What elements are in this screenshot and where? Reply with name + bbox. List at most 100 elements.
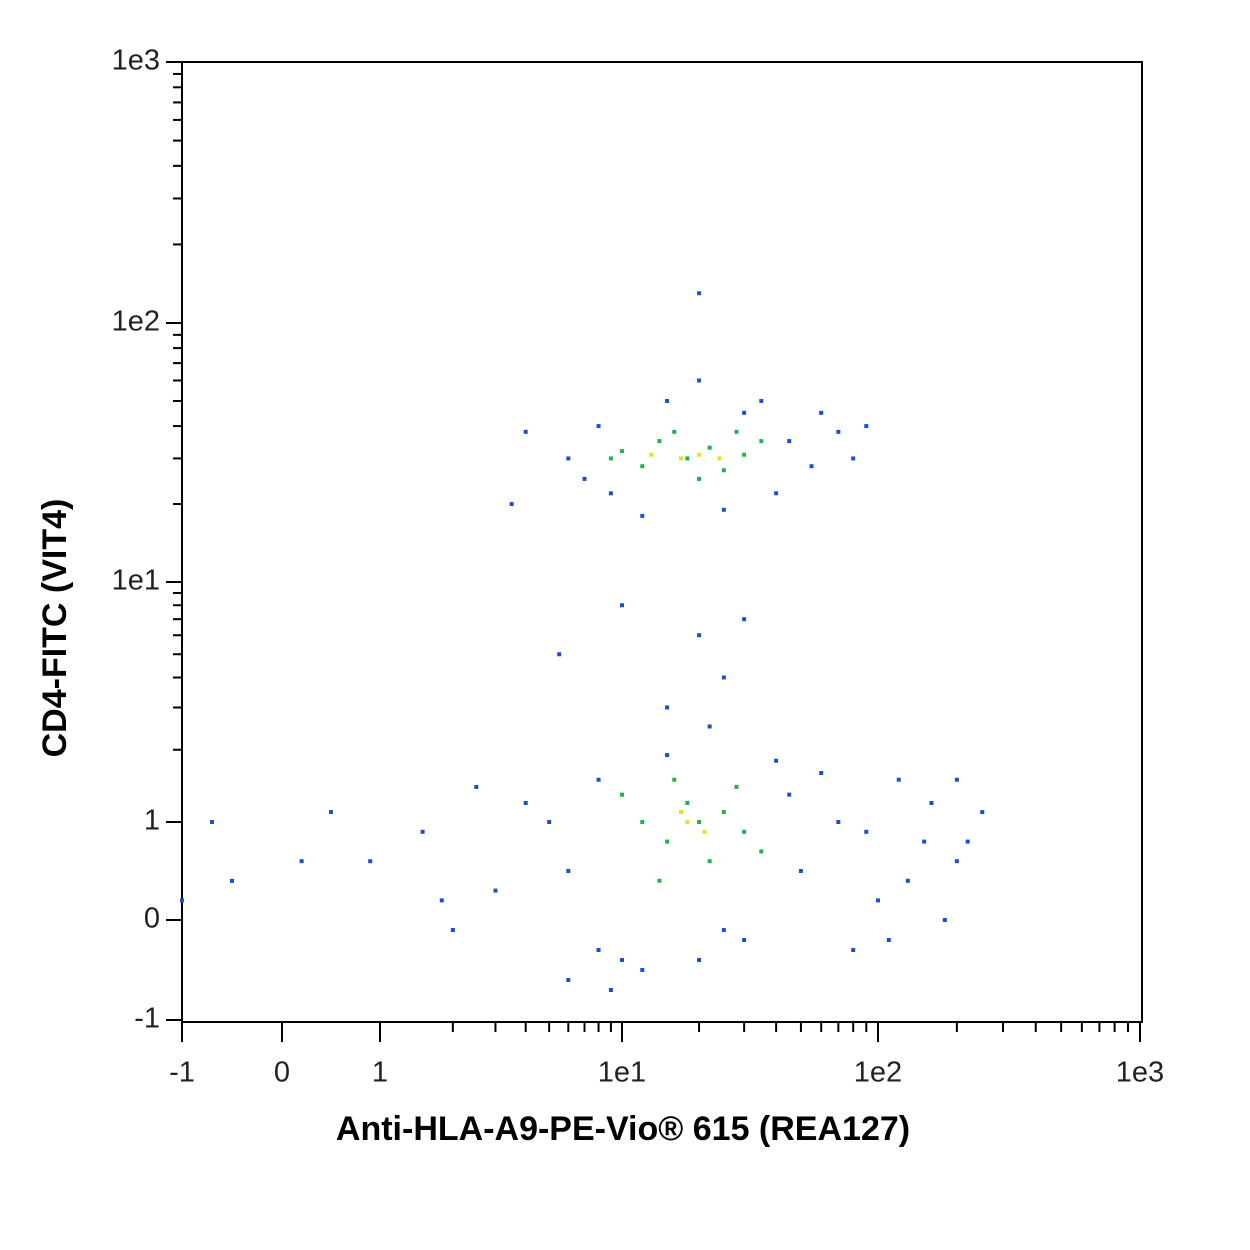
point bbox=[657, 439, 662, 444]
point bbox=[620, 449, 624, 454]
y-axis-title: CD4-FITC (VIT4) bbox=[36, 499, 74, 758]
point bbox=[640, 464, 645, 469]
point bbox=[922, 839, 927, 844]
point bbox=[678, 456, 683, 461]
point bbox=[596, 948, 601, 952]
x-tick-label: 1e2 bbox=[854, 1057, 902, 1089]
point bbox=[180, 898, 184, 903]
y-tick-label: 1e2 bbox=[112, 306, 160, 338]
point bbox=[721, 810, 726, 815]
point bbox=[672, 429, 677, 434]
point bbox=[787, 439, 792, 444]
point bbox=[450, 928, 455, 932]
point bbox=[942, 918, 947, 922]
point bbox=[697, 452, 702, 457]
point bbox=[742, 452, 747, 457]
point bbox=[620, 792, 624, 797]
point bbox=[774, 758, 779, 763]
point bbox=[672, 777, 677, 782]
point bbox=[742, 938, 747, 942]
point bbox=[742, 410, 747, 415]
point bbox=[721, 507, 726, 512]
point bbox=[697, 820, 702, 824]
point bbox=[685, 820, 690, 824]
point bbox=[734, 429, 739, 434]
point bbox=[697, 291, 702, 296]
point bbox=[819, 771, 824, 776]
x-tick-label: 1e3 bbox=[1116, 1057, 1164, 1089]
point bbox=[665, 753, 670, 758]
point bbox=[707, 859, 712, 864]
y-tick-label: 1e1 bbox=[112, 565, 160, 597]
point bbox=[759, 439, 764, 444]
point bbox=[707, 724, 712, 729]
point bbox=[876, 898, 880, 903]
point bbox=[547, 820, 552, 824]
point bbox=[557, 652, 562, 657]
point bbox=[697, 378, 702, 383]
point bbox=[657, 878, 662, 883]
point bbox=[523, 429, 528, 434]
point bbox=[620, 603, 624, 608]
point bbox=[582, 476, 587, 481]
point bbox=[640, 820, 645, 824]
y-tick-label: 0 bbox=[144, 903, 160, 935]
point bbox=[665, 398, 670, 403]
point bbox=[566, 869, 571, 873]
point bbox=[210, 820, 214, 824]
point bbox=[665, 705, 670, 710]
point bbox=[717, 456, 722, 461]
plot-frame bbox=[181, 61, 1143, 1023]
point bbox=[798, 869, 803, 873]
point bbox=[819, 410, 824, 415]
point bbox=[836, 820, 841, 824]
point bbox=[509, 502, 514, 507]
point bbox=[864, 424, 869, 429]
point bbox=[721, 468, 726, 473]
point bbox=[620, 958, 624, 962]
point bbox=[685, 800, 690, 805]
point bbox=[329, 810, 333, 815]
point bbox=[954, 777, 959, 782]
point bbox=[566, 978, 571, 982]
x-tick-label: 1e1 bbox=[598, 1057, 646, 1089]
point bbox=[851, 456, 856, 461]
point bbox=[474, 784, 479, 789]
point bbox=[678, 810, 683, 815]
x-tick-label: 1 bbox=[372, 1057, 388, 1089]
point bbox=[702, 829, 707, 834]
point bbox=[608, 491, 613, 496]
point bbox=[439, 898, 444, 903]
point bbox=[809, 464, 814, 469]
point bbox=[608, 456, 613, 461]
point bbox=[697, 476, 702, 481]
point bbox=[640, 513, 645, 518]
point bbox=[707, 445, 712, 450]
point bbox=[523, 800, 528, 805]
point bbox=[851, 948, 856, 952]
point bbox=[886, 938, 891, 942]
point bbox=[420, 829, 425, 834]
point bbox=[742, 617, 747, 622]
point bbox=[836, 429, 841, 434]
point bbox=[697, 958, 702, 962]
point bbox=[734, 784, 739, 789]
point bbox=[230, 878, 234, 883]
point bbox=[665, 839, 670, 844]
point bbox=[864, 829, 869, 834]
point bbox=[640, 968, 645, 972]
x-tick-label: -1 bbox=[169, 1057, 195, 1089]
point bbox=[566, 456, 571, 461]
point bbox=[774, 491, 779, 496]
point bbox=[596, 424, 601, 429]
x-tick-label: 0 bbox=[274, 1057, 290, 1089]
point bbox=[965, 839, 970, 844]
y-tick-label: 1 bbox=[144, 805, 160, 837]
point bbox=[697, 633, 702, 638]
point bbox=[721, 675, 726, 680]
point bbox=[721, 928, 726, 932]
point bbox=[787, 792, 792, 797]
point bbox=[929, 800, 934, 805]
point bbox=[980, 810, 985, 815]
